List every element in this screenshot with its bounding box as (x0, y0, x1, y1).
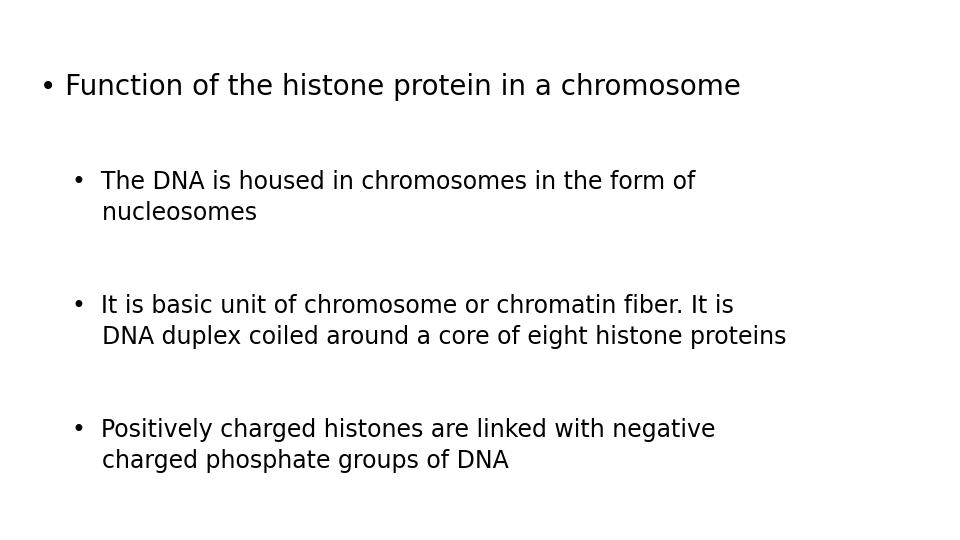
Text: •  Positively charged histones are linked with negative
    charged phosphate gr: • Positively charged histones are linked… (72, 418, 715, 473)
Text: •  It is basic unit of chromosome or chromatin fiber. It is
    DNA duplex coile: • It is basic unit of chromosome or chro… (72, 294, 786, 349)
Text: •  The DNA is housed in chromosomes in the form of
    nucleosomes: • The DNA is housed in chromosomes in th… (72, 170, 695, 225)
Text: • Function of the histone protein in a chromosome: • Function of the histone protein in a c… (40, 73, 741, 101)
